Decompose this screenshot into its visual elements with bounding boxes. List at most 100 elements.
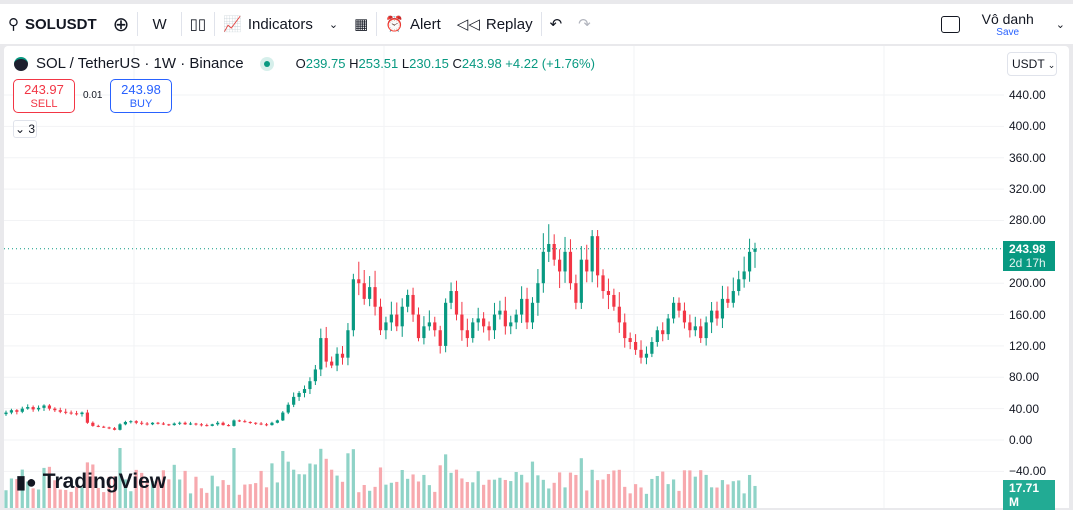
- volume-bar: [145, 480, 149, 508]
- undo-button[interactable]: ↶: [542, 4, 571, 44]
- collapse-indicators-button[interactable]: ⌄ 3: [13, 120, 37, 138]
- volume-bar: [357, 492, 361, 508]
- replay-button[interactable]: ◁◁ Replay: [456, 15, 533, 34]
- chart-panel[interactable]: SOL / TetherUS · 1W · Binance O239.75 H2…: [4, 46, 1069, 510]
- volume-bar: [454, 469, 459, 508]
- volume-bar: [58, 489, 62, 508]
- volume-bar: [709, 487, 714, 508]
- alert-button[interactable]: ⏰ Alert: [385, 15, 441, 34]
- volume-bar: [574, 474, 578, 508]
- candle-body: [509, 322, 513, 327]
- volume-bar: [427, 485, 431, 508]
- volume-bar: [617, 469, 621, 508]
- volume-bar: [552, 482, 556, 508]
- sell-button[interactable]: 243.97 SELL: [13, 79, 75, 113]
- volume-bar: [199, 488, 203, 508]
- volume-bar: [302, 474, 307, 508]
- volume-bar: [96, 487, 100, 508]
- chevron-down-icon: ⌄: [1055, 18, 1065, 31]
- candle-body: [319, 338, 323, 370]
- candle-body: [373, 287, 377, 307]
- candle-body: [536, 283, 540, 303]
- volume-bar: [80, 487, 84, 508]
- candle-body: [330, 361, 334, 366]
- candle-body: [541, 251, 545, 284]
- volume-bar: [547, 488, 551, 508]
- buy-button[interactable]: 243.98 BUY: [110, 79, 172, 113]
- plus-circle-icon: ⊕: [112, 13, 130, 36]
- indicators-dropdown[interactable]: ⌄: [321, 4, 346, 44]
- volume-bar: [476, 471, 480, 508]
- candle-body: [308, 381, 312, 390]
- volume-bar: [541, 479, 545, 508]
- candle-body: [286, 404, 290, 413]
- volume-bar: [270, 463, 274, 508]
- chevron-down-icon: ⌄: [1047, 60, 1056, 70]
- volume-bar: [319, 448, 323, 508]
- chevron-down-icon: ⌄: [14, 122, 26, 136]
- candle-body: [31, 407, 35, 410]
- candle-body: [530, 302, 535, 323]
- volume-bar: [31, 488, 35, 508]
- candle-body: [693, 326, 697, 331]
- redo-button[interactable]: ↷: [570, 4, 599, 44]
- volume-bar: [612, 470, 616, 508]
- candle-body: [362, 283, 366, 299]
- candle-body: [633, 342, 638, 350]
- candle-body: [623, 322, 627, 339]
- candle-body: [4, 412, 8, 415]
- price-tick: 200.00: [1009, 276, 1046, 291]
- volume-bar: [498, 477, 502, 508]
- candle-body: [482, 318, 486, 327]
- compare-button[interactable]: ⊕: [105, 4, 138, 44]
- layouts-button[interactable]: ▦: [346, 4, 376, 44]
- volume-bar: [259, 470, 263, 508]
- candle-body: [671, 302, 676, 319]
- volume-bar: [351, 449, 355, 508]
- interval-button[interactable]: W: [152, 15, 167, 33]
- price-chart[interactable]: [4, 46, 1004, 508]
- candle-body: [156, 422, 160, 424]
- price-tick: 280.00: [1009, 213, 1046, 228]
- candle-body: [112, 428, 117, 430]
- candle-body: [194, 423, 198, 425]
- layout-name[interactable]: Vô danh Save: [981, 10, 1034, 38]
- volume-bar: [275, 482, 279, 508]
- volume-bar: [362, 484, 366, 508]
- candle-body: [644, 353, 649, 358]
- fullscreen-button[interactable]: [933, 4, 968, 44]
- candle-body: [221, 422, 225, 426]
- candle-body: [64, 411, 68, 413]
- indicators-button[interactable]: 📈 Indicators: [223, 15, 313, 34]
- candle-body: [650, 342, 654, 354]
- volume-bar: [340, 481, 345, 508]
- candle-body: [313, 369, 317, 382]
- volume-bar: [254, 483, 258, 508]
- candle-body: [167, 424, 171, 426]
- volume-bar: [514, 472, 518, 508]
- volume-bar: [655, 475, 659, 508]
- divider: [137, 12, 139, 36]
- candle-body: [243, 421, 247, 423]
- layout-dropdown[interactable]: ⌄: [1048, 4, 1073, 44]
- volume-bar: [26, 481, 30, 508]
- symbol-search[interactable]: ⚲ SOLUSDT: [8, 15, 97, 34]
- candle-body: [677, 302, 681, 311]
- candle-body: [465, 330, 469, 339]
- chart-type-button[interactable]: ▯▯: [182, 4, 215, 44]
- divider: [214, 12, 216, 36]
- candle-body: [449, 291, 453, 303]
- currency-select[interactable]: USDT ⌄: [1007, 52, 1057, 76]
- candle-body: [590, 236, 594, 272]
- candle-body: [47, 405, 52, 409]
- candle-body: [368, 287, 372, 299]
- price-axis[interactable]: USDT ⌄ 440.00 400.00 360.00 320.00 280.00 200…: [1003, 46, 1069, 510]
- candle-body: [753, 248, 757, 252]
- volume-bar: [237, 494, 241, 508]
- candle-body: [36, 407, 41, 410]
- indicators-icon: 📈: [223, 16, 242, 33]
- candle-body: [487, 326, 491, 331]
- candle-body: [80, 412, 84, 415]
- volume-bar: [112, 476, 117, 508]
- volume-bar: [123, 479, 128, 508]
